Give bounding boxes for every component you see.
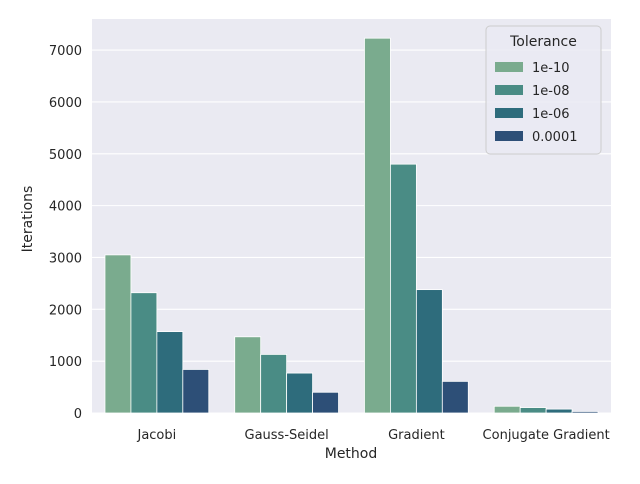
bar-jacobi-1e-06 (156, 331, 184, 414)
bar-conjugate-gradient-0.0001 (571, 411, 599, 414)
y-tick-label: 5000 (49, 148, 82, 163)
x-tick-labels: Jacobi Gauss-Seidel Gradient Conjugate Grad… (136, 428, 609, 443)
legend-items: 1e-10 1e-08 1e-06 0.0001 (495, 61, 578, 145)
legend-label: 0.0001 (532, 130, 578, 145)
y-tick-label: 7000 (49, 44, 82, 59)
bar-jacobi-1e-08 (130, 292, 158, 414)
x-tick-label: Jacobi (136, 428, 176, 443)
bar-gauss-seidel-0.0001 (312, 391, 339, 414)
x-axis-label: Method (325, 446, 378, 462)
bar-gradient-1e-10 (364, 37, 391, 414)
bar-jacobi-1e-10 (104, 254, 132, 414)
legend-swatch (495, 131, 523, 141)
bar-gauss-seidel-1e-08 (260, 354, 288, 414)
y-tick-label: 3000 (49, 251, 82, 266)
y-axis-label: Iterations (20, 186, 36, 253)
legend-swatch (495, 108, 523, 118)
bar-gauss-seidel-1e-10 (234, 336, 262, 414)
y-tick-label: 2000 (49, 303, 82, 318)
bars (104, 37, 599, 414)
bar-conjugate-gradient-1e-10 (493, 405, 521, 414)
x-tick-label: Gradient (388, 428, 445, 443)
y-tick-label: 1000 (49, 355, 82, 370)
legend-swatch (495, 85, 523, 95)
bar-jacobi-0.0001 (182, 369, 210, 414)
bar-gauss-seidel-1e-06 (286, 372, 313, 414)
legend-label: 1e-06 (532, 107, 570, 122)
x-tick-label: Conjugate Gradient (483, 428, 610, 443)
y-tick-labels: 0 1000 2000 3000 4000 5000 6000 7000 (49, 44, 82, 422)
legend-title: Tolerance (509, 34, 577, 50)
bar-gradient-1e-08 (390, 163, 417, 414)
bar-gradient-1e-06 (415, 289, 443, 414)
y-tick-label: 0 (74, 407, 82, 422)
bar-gradient-0.0001 (441, 380, 469, 414)
legend-label: 1e-08 (532, 84, 570, 99)
legend: Tolerance 1e-10 1e-08 1e-06 0.0001 (485, 25, 602, 155)
y-tick-label: 6000 (49, 96, 82, 111)
bar-conjugate-gradient-1e-06 (545, 408, 573, 414)
x-tick-label: Gauss-Seidel (245, 428, 329, 443)
y-tick-label: 4000 (49, 200, 82, 215)
legend-box (485, 25, 602, 155)
legend-swatch (495, 62, 523, 72)
bar-conjugate-gradient-1e-08 (519, 407, 547, 414)
legend-label: 1e-10 (532, 61, 570, 76)
